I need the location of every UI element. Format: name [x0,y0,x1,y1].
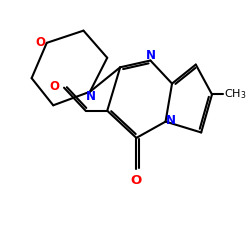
Text: N: N [166,114,176,127]
Text: CH$_3$: CH$_3$ [224,88,246,101]
Text: O: O [36,36,46,49]
Text: N: N [146,49,156,62]
Text: O: O [131,174,142,187]
Text: N: N [86,90,96,104]
Text: O: O [49,80,59,93]
